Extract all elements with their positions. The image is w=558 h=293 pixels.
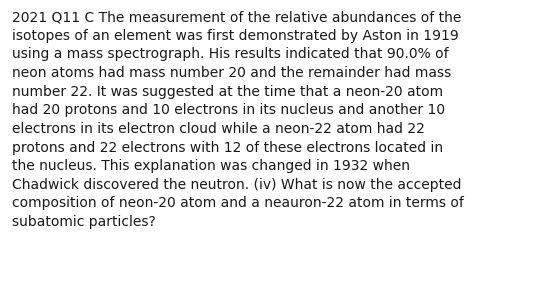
Text: 2021 Q11 C The measurement of the relative abundances of the
isotopes of an elem: 2021 Q11 C The measurement of the relati… <box>12 10 464 229</box>
